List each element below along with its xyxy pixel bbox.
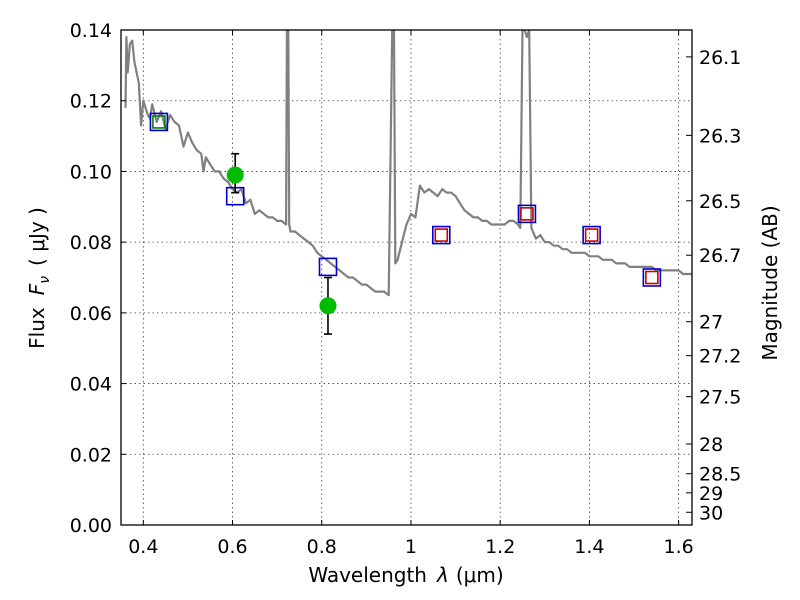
magnitude-tick-label: 28 xyxy=(699,434,723,456)
x-axis-label-prefix: Wavelength xyxy=(308,563,427,587)
photometry-square-marker xyxy=(318,257,338,277)
photometry-square-marker xyxy=(149,112,169,132)
x-axis-label: Wavelength λ (μm) xyxy=(308,563,503,587)
magnitude-tick-label: 26.3 xyxy=(699,125,741,147)
plot-frame xyxy=(120,29,693,526)
photometry-square-marker xyxy=(431,225,451,245)
y-tick-label: 0.02 xyxy=(70,444,112,466)
photometry-square-marker xyxy=(642,268,662,287)
y-axis-label: Flux Fν ( μJy ) xyxy=(25,207,53,349)
ticks: 0.4 0.6 0.8 1 1.2 1.4 1.6 0.00 0.02 0.04 0.06 0.08 0… xyxy=(70,20,742,558)
y-axis-label-unit: ( μJy ) xyxy=(25,207,49,266)
magnitude-tick-label: 26.7 xyxy=(699,245,741,267)
x-tick-label: 0.8 xyxy=(307,536,337,558)
x-axis-label-symbol: λ xyxy=(436,563,449,587)
x-tick-label: 1.2 xyxy=(485,536,515,558)
x-tick-label: 1 xyxy=(405,536,417,558)
y-tick-label: 0.10 xyxy=(70,161,112,183)
x-tick-label: 0.4 xyxy=(128,536,158,558)
x-tick-label: 1.6 xyxy=(664,536,694,558)
magnitude-tick-label: 28.5 xyxy=(699,464,741,486)
plot-background xyxy=(121,30,692,525)
spectrum-line xyxy=(124,30,692,297)
y-tick-label: 0.04 xyxy=(70,374,112,396)
magnitude-tick-label: 27 xyxy=(699,312,723,334)
magnitude-tick-label: 27.5 xyxy=(699,387,741,409)
photometry-square-marker xyxy=(584,228,599,242)
y-tick-label: 0.00 xyxy=(70,515,112,537)
magnitude-tick-label: 30 xyxy=(699,502,723,524)
x-axis-label-unit: (μm) xyxy=(456,563,504,587)
photometry-square-marker xyxy=(517,204,537,224)
y-axis-label-symbol: F xyxy=(25,283,49,295)
photometry-square-marker xyxy=(152,115,166,129)
detection-point xyxy=(319,297,337,315)
markers xyxy=(149,112,662,335)
photometry-square-marker xyxy=(645,270,659,285)
plot-area xyxy=(124,30,692,297)
magnitude-tick-label: 29 xyxy=(699,483,723,505)
y-tick-label: 0.06 xyxy=(70,303,112,325)
y2-axis-label: Magnitude (AB) xyxy=(758,205,782,360)
photometry-square-marker xyxy=(434,228,449,242)
y-axis-label-prefix: Flux xyxy=(25,307,49,349)
x-tick-label: 0.6 xyxy=(217,536,247,558)
y-axis-label-subscript: ν xyxy=(37,276,53,284)
magnitude-tick-label: 26.1 xyxy=(699,47,741,69)
x-tick-label: 1.4 xyxy=(574,536,604,558)
detection-point xyxy=(226,166,244,184)
magnitude-tick-label: 26.5 xyxy=(699,191,741,213)
y-tick-label: 0.14 xyxy=(70,20,112,42)
photometry-square-marker xyxy=(582,225,601,245)
photometry-square-marker xyxy=(520,207,534,221)
y-tick-label: 0.12 xyxy=(70,91,112,113)
y-tick-label: 0.08 xyxy=(70,232,112,254)
magnitude-tick-label: 27.2 xyxy=(699,346,741,368)
